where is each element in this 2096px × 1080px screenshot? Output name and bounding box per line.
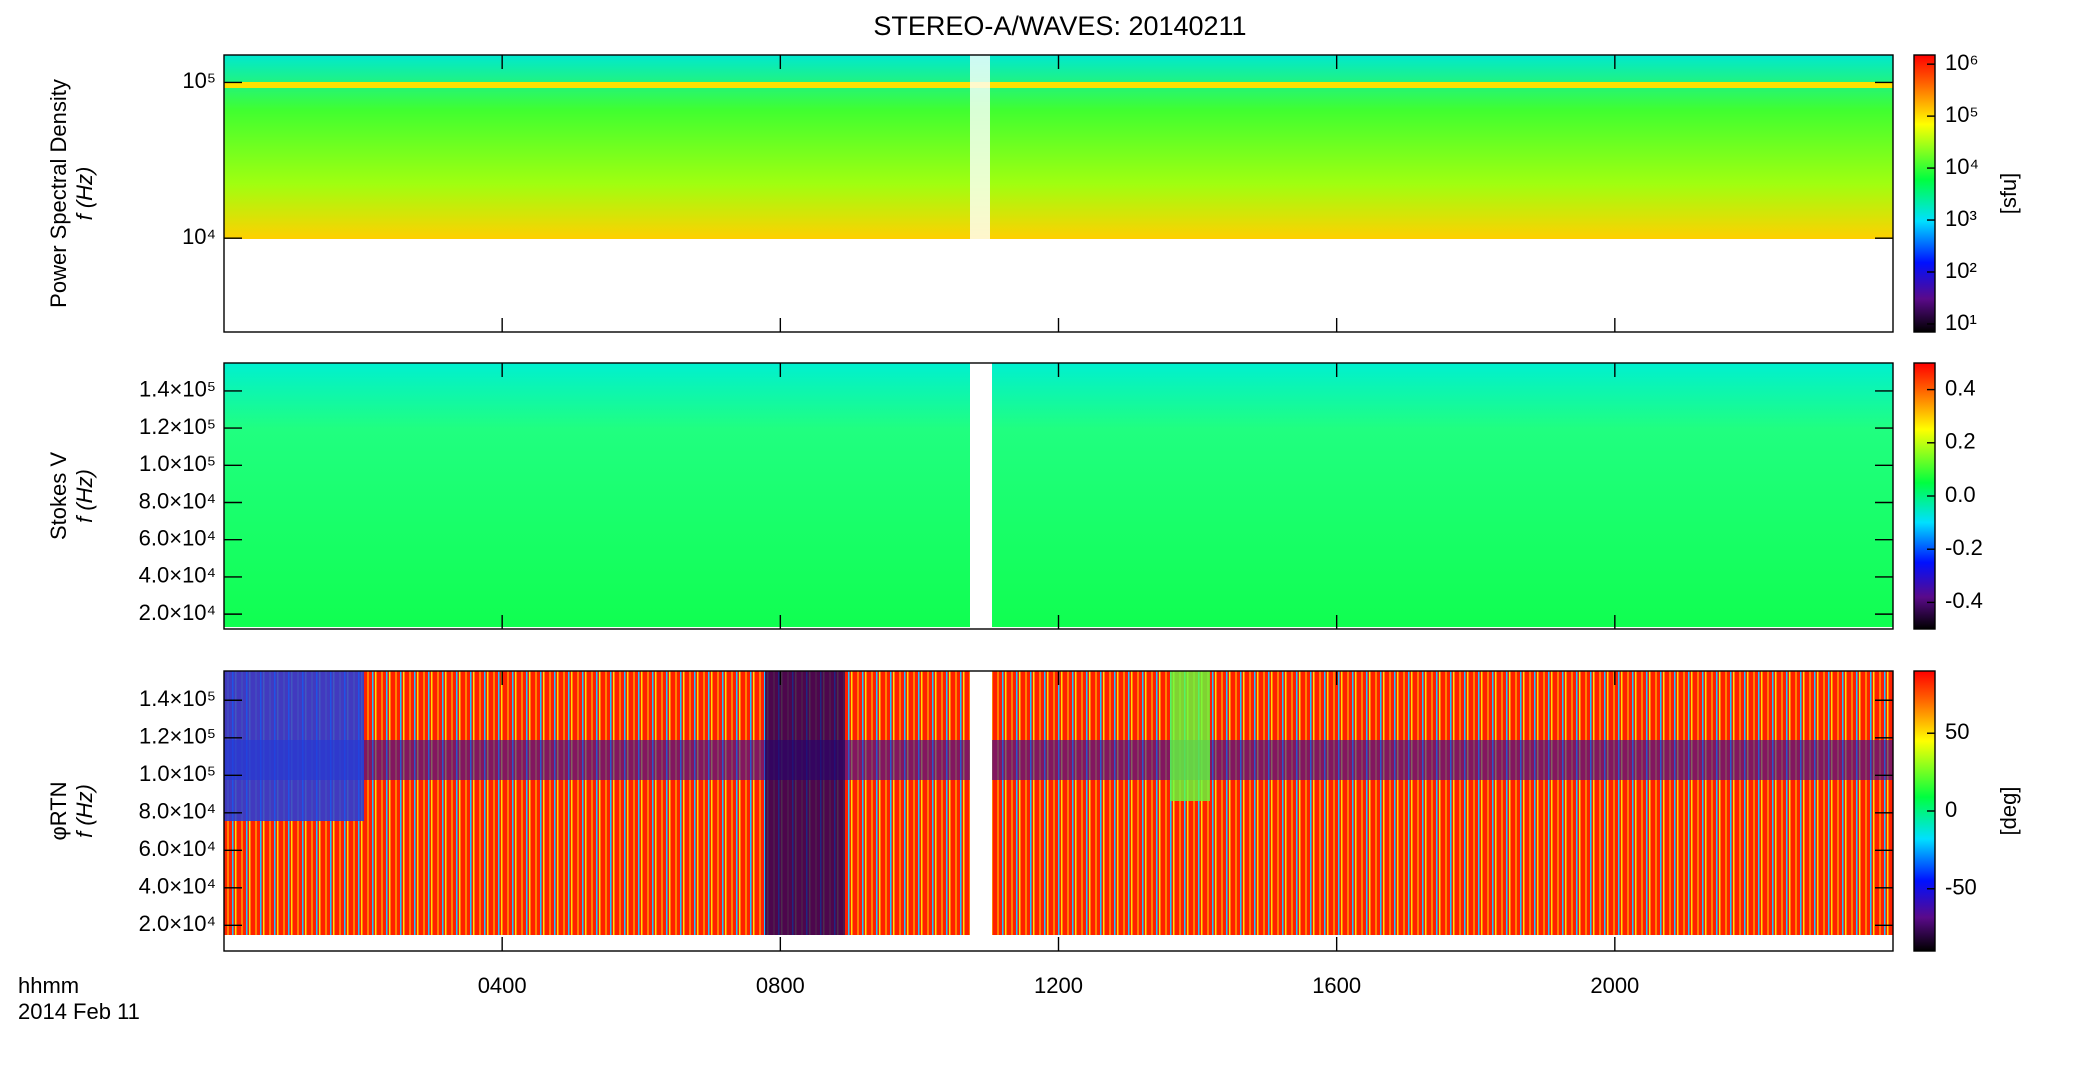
y-tick-label: 1.0×10⁵ [139,451,216,476]
x-tick-label: 1200 [1034,973,1083,998]
spectrogram-band [224,82,1893,88]
y-tick-label: 8.0×10⁴ [139,799,216,824]
colorbar-tick-label: 0.2 [1945,429,1976,454]
x-axis-date: 2014 Feb 11 [18,999,140,1024]
y-axis-label: f (Hz) [72,469,97,523]
colorbar-tick-label: 10⁴ [1945,154,1979,179]
colorbar-tick-label: 10² [1945,258,1977,283]
spectrogram-band [224,740,1893,780]
x-tick-label: 0800 [756,973,805,998]
colorbar-tick-label: 50 [1945,719,1969,744]
y-tick-label: 10⁴ [182,224,216,249]
x-tick-label: 0400 [478,973,527,998]
y-tick-label: 4.0×10⁴ [139,874,216,899]
colorbar-label: [sfu] [1996,173,2021,215]
colorbar-label: [deg] [1996,787,2021,836]
y-tick-label: 1.0×10⁵ [139,761,216,786]
y-tick-label: 6.0×10⁴ [139,526,216,551]
spectrogram-region [765,671,845,935]
y-tick-label: 1.4×10⁵ [139,686,216,711]
y-axis-label: Power Spectral Density [46,79,71,308]
y-tick-label: 2.0×10⁴ [139,911,216,936]
colorbar [1913,54,1936,333]
colorbar-tick-label: -50 [1945,875,1977,900]
y-axis-label: Stokes V [46,452,71,540]
chart-title: STEREO-A/WAVES: 20140211 [873,11,1246,41]
colorbar-tick-label: 10⁶ [1945,50,1979,75]
x-tick-label: 1600 [1312,973,1361,998]
spectrogram-gap [970,363,992,629]
y-tick-label: 6.0×10⁴ [139,836,216,861]
y-axis-label: f (Hz) [72,784,97,838]
spectrogram-fill [224,671,1893,935]
y-tick-label: 1.2×10⁵ [139,724,216,749]
colorbar-tick-label: 0.0 [1945,482,1976,507]
colorbar-tick-label: 10¹ [1945,310,1977,335]
spectrogram-gap [970,55,990,239]
y-tick-label: 1.4×10⁵ [139,377,216,402]
y-tick-label: 8.0×10⁴ [139,488,216,513]
colorbar-tick-label: -0.2 [1945,535,1983,560]
y-axis-label: f (Hz) [72,167,97,221]
spectrogram-fill [224,363,1893,627]
x-axis-label: hhmm [18,973,79,998]
colorbar-tick-label: -0.4 [1945,588,1983,613]
y-axis-label: φRTN [46,781,71,840]
x-tick-label: 2000 [1590,973,1639,998]
spectrogram-region [224,671,364,821]
y-tick-label: 4.0×10⁴ [139,563,216,588]
y-tick-label: 10⁵ [182,68,216,93]
y-tick-label: 2.0×10⁴ [139,600,216,625]
colorbar-tick-label: 0.4 [1945,375,1976,400]
colorbar-tick-label: 0 [1945,797,1957,822]
colorbar-tick-label: 10⁵ [1945,102,1979,127]
spectrogram-gap [970,671,992,937]
colorbar-tick-label: 10³ [1945,206,1977,231]
y-tick-label: 1.2×10⁵ [139,414,216,439]
spectrogram-region [1170,671,1210,801]
